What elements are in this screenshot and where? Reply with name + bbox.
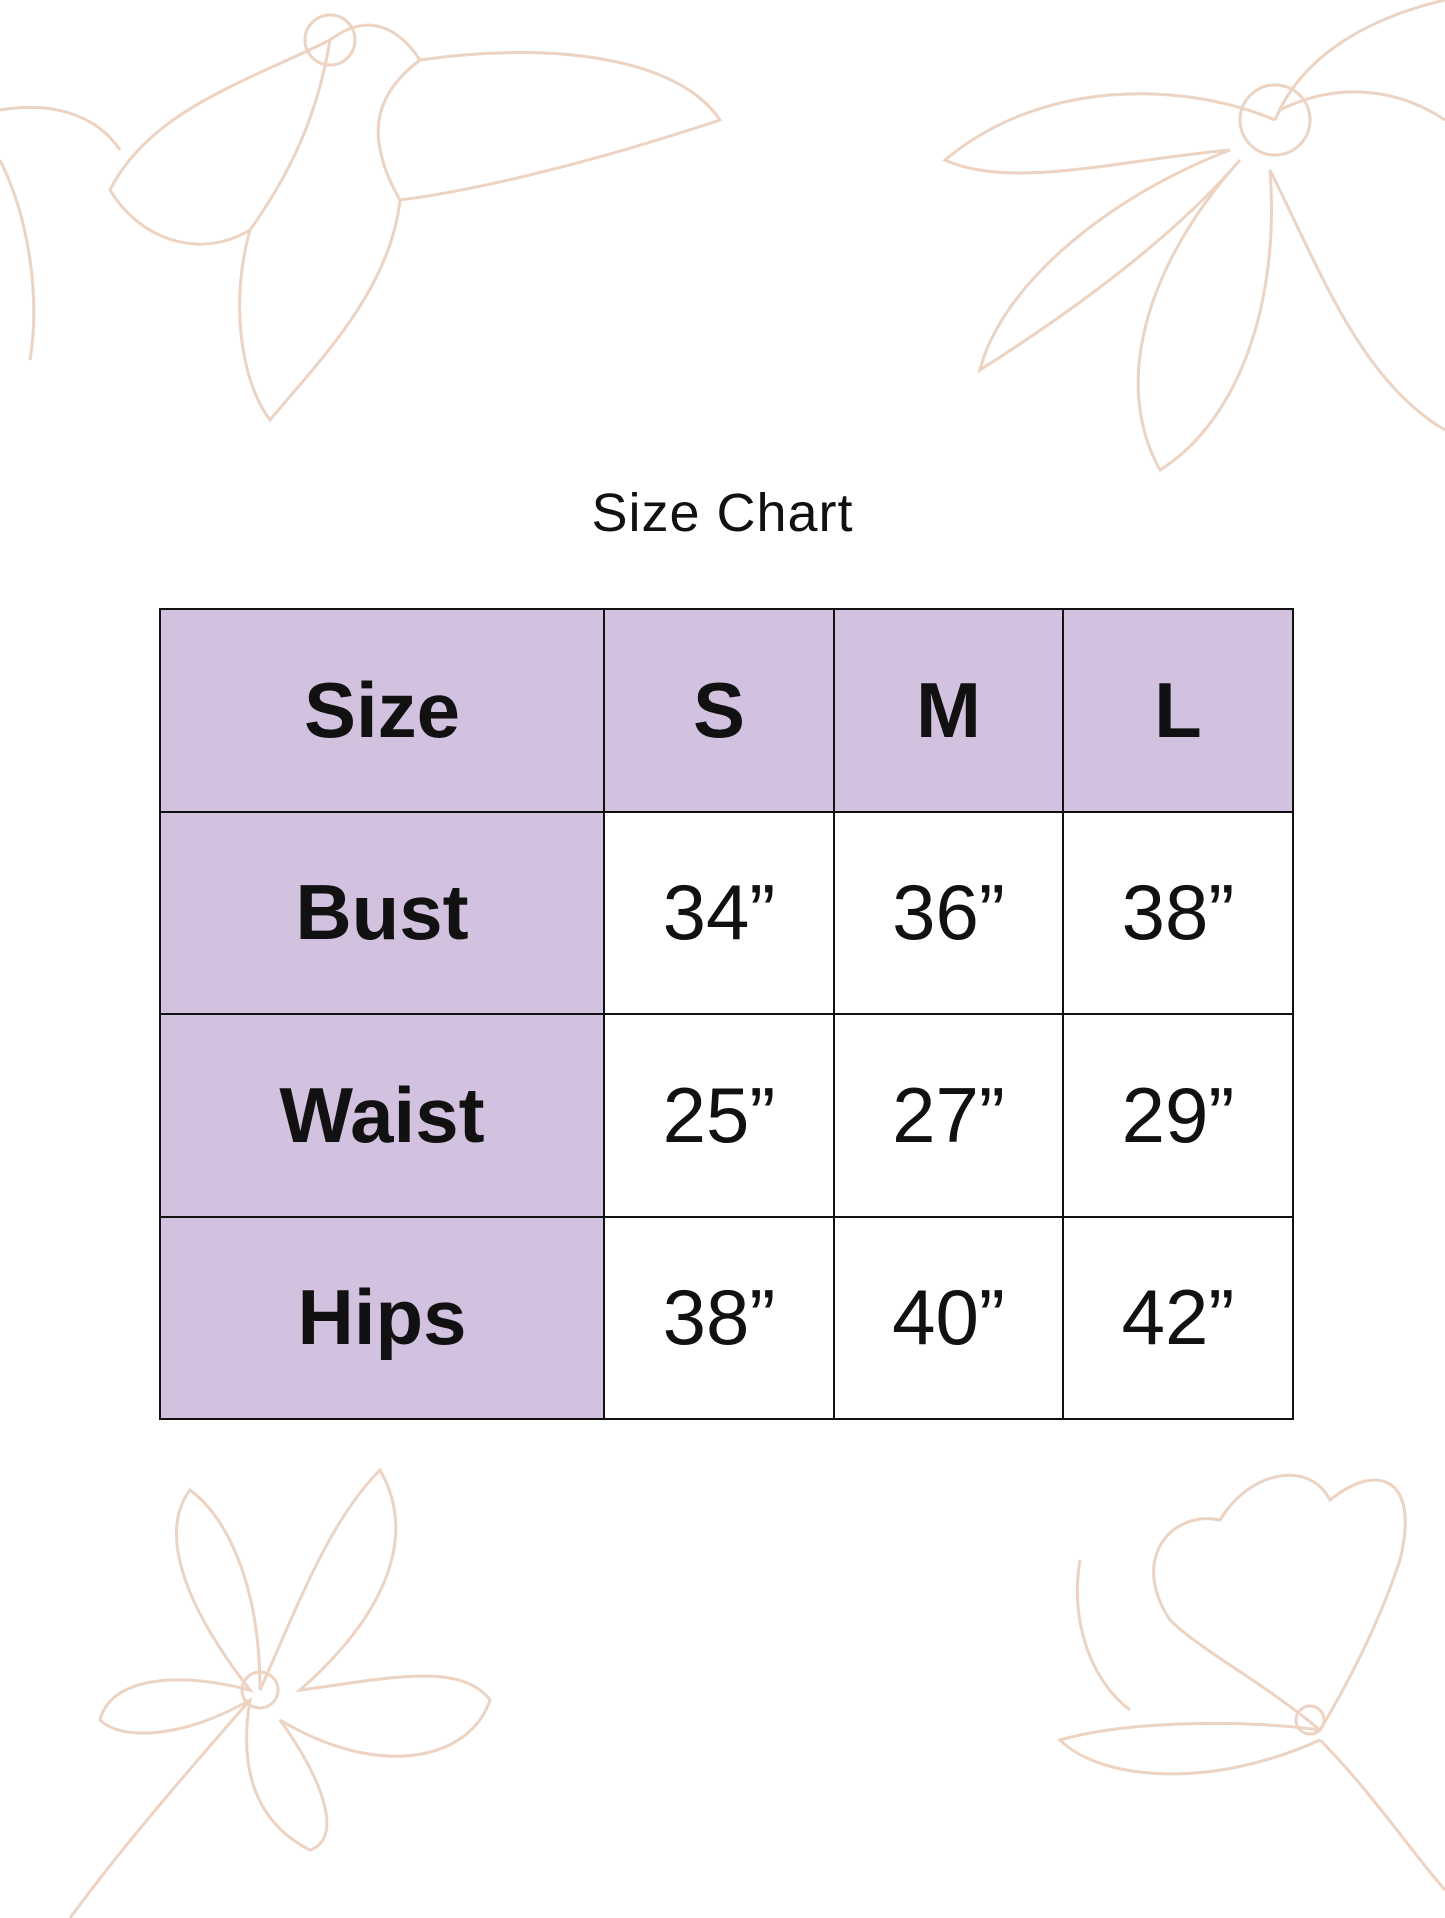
row-label-hips: Hips xyxy=(159,1215,605,1420)
column-header-s: S xyxy=(603,608,835,813)
table-cell: 36” xyxy=(833,810,1064,1015)
table-cell: 27” xyxy=(833,1013,1064,1218)
flower-bottom-left xyxy=(68,1467,492,1918)
column-header-l: L xyxy=(1062,608,1294,813)
row-label-waist: Waist xyxy=(159,1013,605,1218)
table-header-row: Size S M L xyxy=(159,608,1294,813)
flower-top-left xyxy=(0,13,723,423)
column-header-m: M xyxy=(833,608,1064,813)
size-chart-table: Size S M L Bust 34” 36” 38” Waist 25” 27… xyxy=(159,608,1294,1420)
column-header-size: Size xyxy=(159,608,605,813)
table-row: Waist 25” 27” 29” xyxy=(159,1013,1294,1218)
row-label-bust: Bust xyxy=(159,810,605,1015)
table-cell: 38” xyxy=(1062,810,1294,1015)
flower-bottom-right xyxy=(1057,1473,1445,1891)
table-cell: 34” xyxy=(603,810,835,1015)
table-cell: 29” xyxy=(1062,1013,1294,1218)
table-cell: 42” xyxy=(1062,1215,1294,1420)
table-row: Hips 38” 40” 42” xyxy=(159,1215,1294,1420)
table-cell: 40” xyxy=(833,1215,1064,1420)
flower-top-right xyxy=(942,0,1445,473)
table-cell: 38” xyxy=(603,1215,835,1420)
table-cell: 25” xyxy=(603,1013,835,1218)
table-row: Bust 34” 36” 38” xyxy=(159,810,1294,1015)
page-title: Size Chart xyxy=(591,483,854,543)
